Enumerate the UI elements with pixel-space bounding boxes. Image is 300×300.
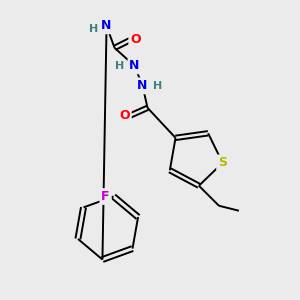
Text: H: H xyxy=(115,61,124,71)
Text: N: N xyxy=(137,80,148,92)
Text: O: O xyxy=(119,110,130,122)
Text: H: H xyxy=(153,81,162,91)
Text: F: F xyxy=(101,190,110,203)
Text: N: N xyxy=(129,59,140,72)
Text: O: O xyxy=(130,33,141,46)
Text: H: H xyxy=(89,24,98,34)
Text: N: N xyxy=(101,20,112,32)
Text: S: S xyxy=(218,156,227,170)
